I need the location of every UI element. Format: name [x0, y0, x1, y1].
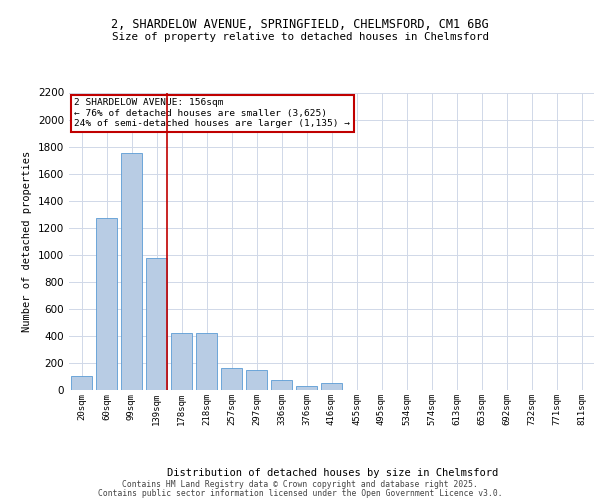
Bar — [246, 370, 267, 390]
Y-axis label: Number of detached properties: Number of detached properties — [22, 150, 32, 332]
Bar — [271, 380, 292, 390]
Bar — [221, 368, 242, 390]
Bar — [121, 154, 142, 390]
Bar — [96, 218, 117, 390]
Text: Distribution of detached houses by size in Chelmsford: Distribution of detached houses by size … — [167, 468, 499, 477]
Text: Contains HM Land Registry data © Crown copyright and database right 2025.: Contains HM Land Registry data © Crown c… — [122, 480, 478, 489]
Text: Contains public sector information licensed under the Open Government Licence v3: Contains public sector information licen… — [98, 490, 502, 498]
Bar — [171, 332, 192, 390]
Bar — [196, 333, 217, 390]
Bar — [146, 258, 167, 390]
Bar — [71, 376, 92, 390]
Bar — [296, 386, 317, 390]
Bar — [321, 383, 342, 390]
Text: 2, SHARDELOW AVENUE, SPRINGFIELD, CHELMSFORD, CM1 6BG: 2, SHARDELOW AVENUE, SPRINGFIELD, CHELMS… — [111, 18, 489, 30]
Text: Size of property relative to detached houses in Chelmsford: Size of property relative to detached ho… — [112, 32, 488, 42]
Text: 2 SHARDELOW AVENUE: 156sqm
← 76% of detached houses are smaller (3,625)
24% of s: 2 SHARDELOW AVENUE: 156sqm ← 76% of deta… — [74, 98, 350, 128]
